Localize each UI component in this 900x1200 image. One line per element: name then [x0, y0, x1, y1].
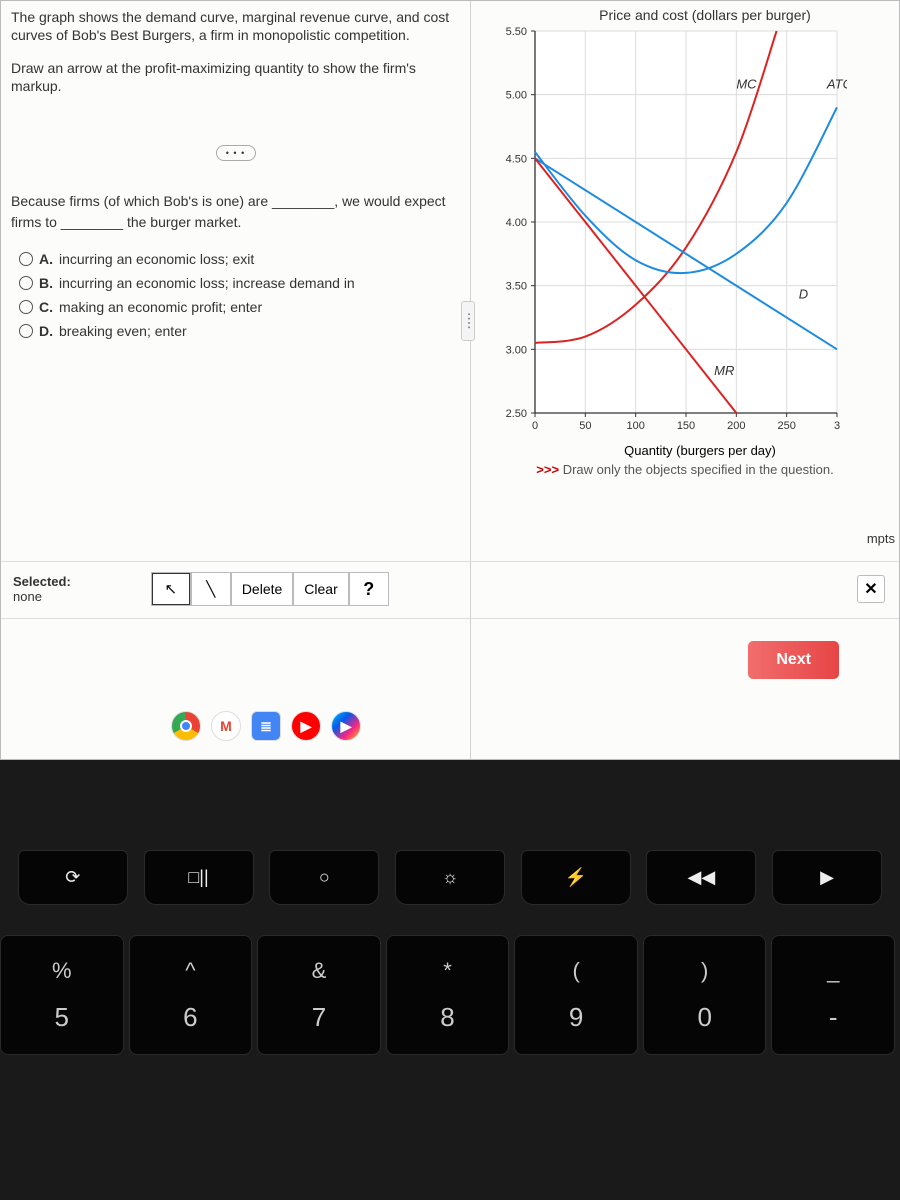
option-letter: A. — [39, 251, 53, 267]
draw-hint: >>> Draw only the objects specified in t… — [477, 462, 893, 477]
svg-text:3.00: 3.00 — [506, 344, 527, 356]
chart-title: Price and cost (dollars per burger) — [517, 7, 893, 23]
svg-text:5.50: 5.50 — [506, 26, 527, 38]
num-key-dash: _- — [771, 935, 895, 1055]
option-letter: C. — [39, 299, 53, 315]
option-text: incurring an economic loss; exit — [59, 251, 254, 267]
store-icon[interactable]: ▶ — [331, 711, 361, 741]
radio-icon — [19, 252, 33, 266]
youtube-icon[interactable]: ▶ — [291, 711, 321, 741]
fn-key: □|| — [144, 850, 254, 905]
svg-text:MC: MC — [736, 76, 757, 91]
chart-xlabel: Quantity (burgers per day) — [507, 443, 893, 458]
svg-text:3: 3 — [834, 420, 840, 432]
fn-key: ⚡ — [521, 850, 631, 905]
option-letter: B. — [39, 275, 53, 291]
option-text: incurring an economic loss; increase dem… — [59, 275, 355, 291]
option-a[interactable]: A. incurring an economic loss; exit — [19, 247, 460, 271]
option-text: breaking even; enter — [59, 323, 187, 339]
num-key-0: )0 — [643, 935, 767, 1055]
clear-button[interactable]: Clear — [293, 572, 348, 606]
selected-label: Selected: — [13, 574, 71, 589]
os-taskbar: M ≣ ▶ ▶ — [171, 711, 361, 741]
num-key-5: %5 — [0, 935, 124, 1055]
delete-button[interactable]: Delete — [231, 572, 293, 606]
num-key-6: ^6 — [129, 935, 253, 1055]
option-text: making an economic profit; enter — [59, 299, 262, 315]
svg-text:150: 150 — [677, 420, 695, 432]
svg-text:3.50: 3.50 — [506, 281, 527, 293]
drawing-toolbar: Selected: none ↖ ╲ Delete Clear ? ✕ — [1, 561, 899, 619]
svg-text:250: 250 — [777, 420, 795, 432]
gmail-icon[interactable]: M — [211, 711, 241, 741]
close-button[interactable]: ✕ — [857, 575, 885, 603]
option-b[interactable]: B. incurring an economic loss; increase … — [19, 271, 460, 295]
svg-text:0: 0 — [532, 420, 538, 432]
num-key-7: &7 — [257, 935, 381, 1055]
svg-text:100: 100 — [626, 420, 644, 432]
svg-text:4.00: 4.00 — [506, 217, 527, 229]
option-d[interactable]: D. breaking even; enter — [19, 319, 460, 343]
num-key-8: *8 — [386, 935, 510, 1055]
fn-key: ◀◀ — [646, 850, 756, 905]
question-intro: The graph shows the demand curve, margin… — [11, 9, 460, 44]
chart-canvas[interactable]: 0 50 100 150 200 250 3 2.50 3.00 3.50 4.00 4.50 5.00… — [487, 23, 847, 443]
svg-text:200: 200 — [727, 420, 745, 432]
fn-key: ⟳ — [18, 850, 128, 905]
fn-key: ☼ — [395, 850, 505, 905]
chrome-icon[interactable] — [171, 711, 201, 741]
attempts-partial-label: mpts — [867, 531, 895, 546]
physical-keyboard: ⟳ □|| ○ ☼ ⚡ ◀◀ ▶ %5 ^6 &7 *8 (9 )0 _- — [0, 790, 900, 1200]
svg-text:5.00: 5.00 — [506, 90, 527, 102]
num-key-9: (9 — [514, 935, 638, 1055]
svg-text:D: D — [799, 286, 808, 301]
next-button[interactable]: Next — [748, 641, 839, 679]
selected-value: none — [13, 589, 71, 604]
fn-key: ▶ — [772, 850, 882, 905]
option-c[interactable]: C. making an economic profit; enter — [19, 295, 460, 319]
expand-ellipsis[interactable]: • • • — [216, 145, 256, 161]
radio-icon — [19, 300, 33, 314]
fn-key: ○ — [269, 850, 379, 905]
option-letter: D. — [39, 323, 53, 339]
line-tool-button[interactable]: ╲ — [191, 572, 231, 606]
svg-text:ATC: ATC — [826, 76, 847, 91]
docs-icon[interactable]: ≣ — [251, 711, 281, 741]
svg-text:MR: MR — [714, 363, 734, 378]
pointer-tool-button[interactable]: ↖ — [151, 572, 191, 606]
fill-blank-text: Because firms (of which Bob's is one) ar… — [11, 191, 460, 233]
radio-icon — [19, 276, 33, 290]
svg-text:4.50: 4.50 — [506, 153, 527, 165]
radio-icon — [19, 324, 33, 338]
svg-text:50: 50 — [579, 420, 591, 432]
help-button[interactable]: ? — [349, 572, 389, 606]
question-instruction: Draw an arrow at the profit-maximizing q… — [11, 60, 460, 95]
svg-text:2.50: 2.50 — [506, 408, 527, 420]
